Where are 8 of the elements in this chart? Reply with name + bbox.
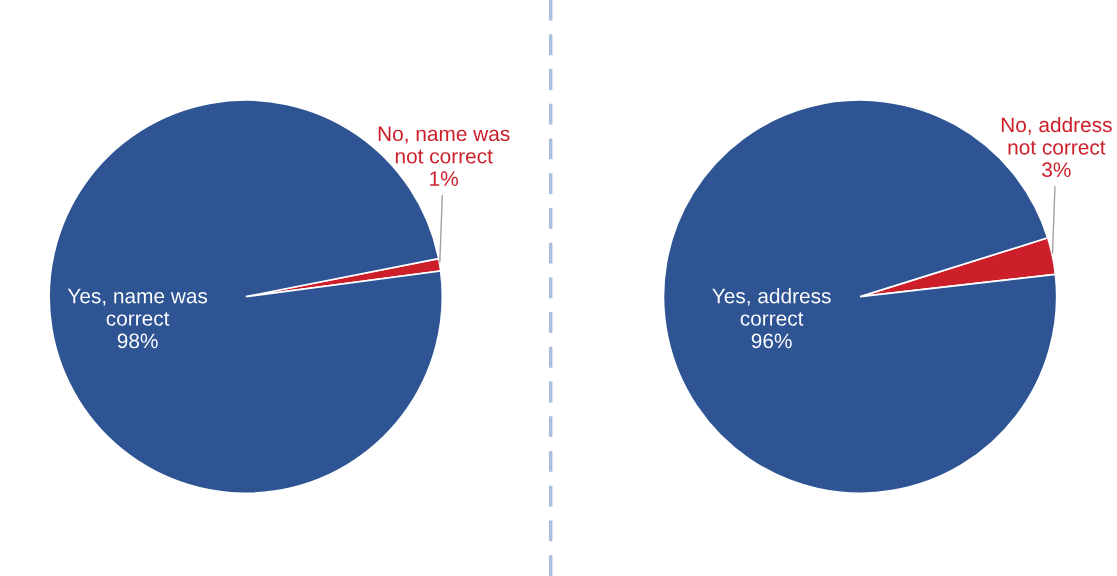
data-label: 96% xyxy=(751,333,792,349)
data-label: 98% xyxy=(117,333,158,349)
slice-label: Yes, name was correct xyxy=(67,288,208,326)
slice-label: No, name was not correct xyxy=(378,126,510,164)
data-label: 1% xyxy=(430,171,458,186)
data-label: 3% xyxy=(1042,162,1071,178)
slice-label: No, address not correct xyxy=(1001,116,1112,155)
slice-label: Yes, address correct xyxy=(712,288,831,326)
